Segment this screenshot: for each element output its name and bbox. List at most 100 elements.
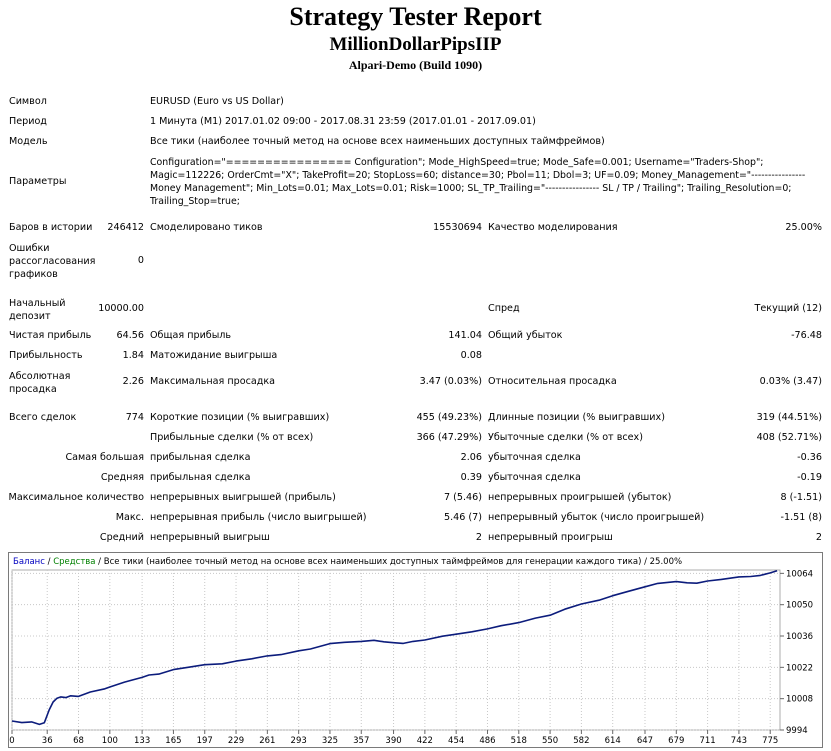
legend-entry: /	[45, 557, 53, 567]
server-build: Alpari-Demo (Build 1090)	[348, 58, 483, 72]
net-profit-label: Чистая прибыль	[9, 330, 92, 341]
ticks-value: 15530694	[433, 222, 482, 233]
ticks-label: Смоделировано тиков	[150, 222, 263, 233]
x-tick-label: 229	[228, 736, 244, 746]
x-tick-label: 293	[291, 736, 307, 746]
spread-label: Спред	[488, 303, 520, 314]
x-tick-label: 261	[259, 736, 275, 746]
x-tick-label: 165	[165, 736, 181, 746]
x-tick-label: 133	[134, 736, 150, 746]
period-label: Период	[9, 116, 47, 127]
x-tick-label: 711	[699, 736, 715, 746]
y-tick-label: 10050	[786, 601, 813, 611]
loss-trades-value: 408 (52.71%)	[756, 432, 822, 443]
largest-loss-value: -0.36	[797, 452, 822, 463]
max-consec-wins-label: непрерывных выигрышей (прибыль)	[150, 492, 336, 503]
expert-name: MillionDollarPipsIIP	[329, 34, 502, 55]
chart-grid	[11, 569, 781, 731]
avg-consec-losses-label: непрерывный проигрыш	[488, 532, 613, 543]
x-tick-label: 775	[762, 736, 778, 746]
deposit-value: 10000.00	[98, 303, 144, 314]
chart-legend: Баланс / Средства / Все тики (наиболее т…	[13, 557, 682, 567]
max-consec-losses-label: непрерывных проигрышей (убыток)	[488, 492, 672, 503]
legend-entry: Средства	[53, 557, 95, 567]
model-label: Модель	[9, 136, 48, 147]
quality-value: 25.00%	[785, 222, 822, 233]
avg-consec-wins-label: непрерывный выигрыш	[150, 532, 270, 543]
bars-value: 246412	[107, 222, 144, 233]
x-tick-label: 582	[573, 736, 589, 746]
params-label: Параметры	[9, 176, 67, 187]
x-tick-label: 743	[731, 736, 747, 746]
legend-entry: / Все тики (наиболее точный метод на осн…	[95, 557, 682, 567]
x-tick-label: 36	[42, 736, 53, 746]
y-tick-label: 10022	[786, 663, 813, 673]
y-tick-label: 10036	[786, 632, 813, 642]
profit-trades-label: Прибыльные сделки (% от всех)	[150, 432, 314, 443]
x-tick-label: 614	[605, 736, 621, 746]
average-loss-value: -0.19	[797, 472, 822, 483]
average-loss-label: убыточная сделка	[488, 472, 581, 483]
total-trades-value: 774	[125, 412, 144, 423]
balance-line	[11, 569, 778, 726]
x-tick-label: 454	[448, 736, 464, 746]
symbol-value: EURUSD (Euro vs US Dollar)	[150, 96, 284, 107]
model-value: Все тики (наиболее точный метод на основ…	[150, 136, 605, 147]
quality-label: Качество моделирования	[488, 222, 618, 233]
max-consec-profit-label: непрерывная прибыль (число выигрышей)	[150, 512, 367, 523]
gross-profit-value: 141.04	[448, 330, 482, 341]
x-tick-label: 0	[9, 736, 14, 746]
x-tick-label: 486	[479, 736, 495, 746]
loss-trades-label: Убыточные сделки (% от всех)	[488, 432, 643, 443]
average-profit-label: прибыльная сделка	[150, 472, 251, 483]
profit-factor-value: 1.84	[122, 350, 144, 361]
y-tick-label: 10008	[786, 695, 813, 705]
expected-payoff-value: 0.08	[460, 350, 482, 361]
max-consecutive-label: Максимальное количество	[8, 492, 144, 503]
profit-factor-label: Прибыльность	[9, 350, 83, 361]
errors-label: Ошибки рассогласования графиков	[9, 243, 96, 280]
max-consec-wins-value: 7 (5.46)	[443, 492, 482, 503]
x-tick-label: 325	[322, 736, 338, 746]
profit-trades-value: 366 (47.29%)	[416, 432, 482, 443]
max-drawdown-value: 3.47 (0.03%)	[419, 376, 482, 387]
max-consec-profit-value: 5.46 (7)	[443, 512, 482, 523]
x-tick-label: 68	[73, 736, 84, 746]
gross-loss-label: Общий убыток	[488, 330, 563, 341]
x-tick-label: 357	[353, 736, 369, 746]
avg-consecutive-label: Средний	[99, 532, 144, 543]
average-label: Средняя	[100, 472, 144, 483]
short-positions-value: 455 (49.23%)	[416, 412, 482, 423]
x-tick-label: 390	[385, 736, 401, 746]
report-title: Strategy Tester Report	[289, 2, 542, 31]
max-consec-loss-label: непрерывный убыток (число проигрышей)	[488, 512, 705, 523]
legend-entry: Баланс	[13, 557, 45, 567]
abs-drawdown-value: 2.26	[122, 376, 144, 387]
gross-profit-label: Общая прибыль	[150, 330, 232, 341]
spread-value: Текущий (12)	[754, 303, 822, 314]
max-label: Макс.	[115, 512, 144, 523]
y-tick-label: 9994	[786, 726, 808, 736]
symbol-label: Символ	[9, 96, 47, 107]
x-tick-label: 197	[197, 736, 213, 746]
errors-value: 0	[137, 255, 144, 266]
largest-profit-label: прибыльная сделка	[150, 452, 251, 463]
y-tick-label: 10064	[786, 569, 813, 579]
rel-drawdown-label: Относительная просадка	[488, 376, 617, 387]
x-tick-label: 550	[542, 736, 558, 746]
avg-consec-losses-value: 2	[815, 532, 822, 543]
x-tick-label: 100	[102, 736, 118, 746]
period-value: 1 Минута (M1) 2017.01.02 09:00 - 2017.08…	[150, 116, 536, 127]
average-profit-value: 0.39	[460, 472, 482, 483]
largest-profit-value: 2.06	[460, 452, 482, 463]
long-positions-value: 319 (44.51%)	[756, 412, 822, 423]
max-consec-losses-value: 8 (-1.51)	[780, 492, 822, 503]
deposit-label: Начальный депозит	[9, 298, 66, 322]
total-trades-label: Всего сделок	[9, 412, 77, 423]
x-axis-ticks: 0 36 68 100 133 165 197 229 261 293 325 357 390 422 45…	[9, 730, 778, 746]
balance-chart: Баланс / Средства / Все тики (наиболее т…	[8, 552, 823, 748]
x-tick-label: 647	[637, 736, 653, 746]
chart-frame	[8, 552, 823, 748]
net-profit-value: 64.56	[116, 330, 144, 341]
gross-loss-value: -76.48	[791, 330, 822, 341]
